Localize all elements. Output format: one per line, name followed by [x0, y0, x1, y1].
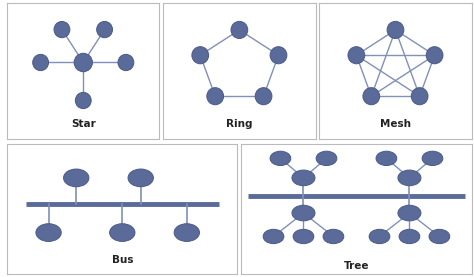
Ellipse shape [118, 54, 134, 71]
Ellipse shape [398, 205, 421, 221]
Ellipse shape [376, 151, 397, 166]
Ellipse shape [255, 88, 272, 105]
Ellipse shape [75, 92, 91, 109]
Ellipse shape [422, 151, 443, 166]
Ellipse shape [292, 170, 315, 186]
Text: Bus: Bus [111, 255, 133, 265]
Ellipse shape [36, 224, 61, 242]
Ellipse shape [429, 229, 450, 244]
Ellipse shape [399, 229, 420, 244]
Ellipse shape [128, 169, 154, 187]
Ellipse shape [74, 53, 92, 72]
Ellipse shape [270, 151, 291, 166]
Ellipse shape [263, 229, 284, 244]
Ellipse shape [348, 47, 365, 64]
Ellipse shape [54, 21, 70, 38]
Ellipse shape [97, 21, 112, 38]
Ellipse shape [293, 229, 314, 244]
Ellipse shape [174, 224, 200, 242]
Ellipse shape [64, 169, 89, 187]
Ellipse shape [398, 170, 421, 186]
Ellipse shape [231, 21, 248, 39]
Ellipse shape [363, 88, 380, 105]
Ellipse shape [411, 88, 428, 105]
Ellipse shape [270, 47, 287, 64]
Ellipse shape [33, 54, 48, 71]
Ellipse shape [323, 229, 344, 244]
Text: Ring: Ring [226, 119, 253, 129]
Ellipse shape [387, 21, 404, 39]
Ellipse shape [316, 151, 337, 166]
Ellipse shape [369, 229, 390, 244]
Ellipse shape [207, 88, 224, 105]
Text: Tree: Tree [344, 261, 369, 271]
Text: Star: Star [71, 119, 96, 129]
Ellipse shape [192, 47, 209, 64]
Ellipse shape [426, 47, 443, 64]
Text: Mesh: Mesh [380, 119, 411, 129]
Ellipse shape [292, 205, 315, 221]
Ellipse shape [109, 224, 135, 242]
